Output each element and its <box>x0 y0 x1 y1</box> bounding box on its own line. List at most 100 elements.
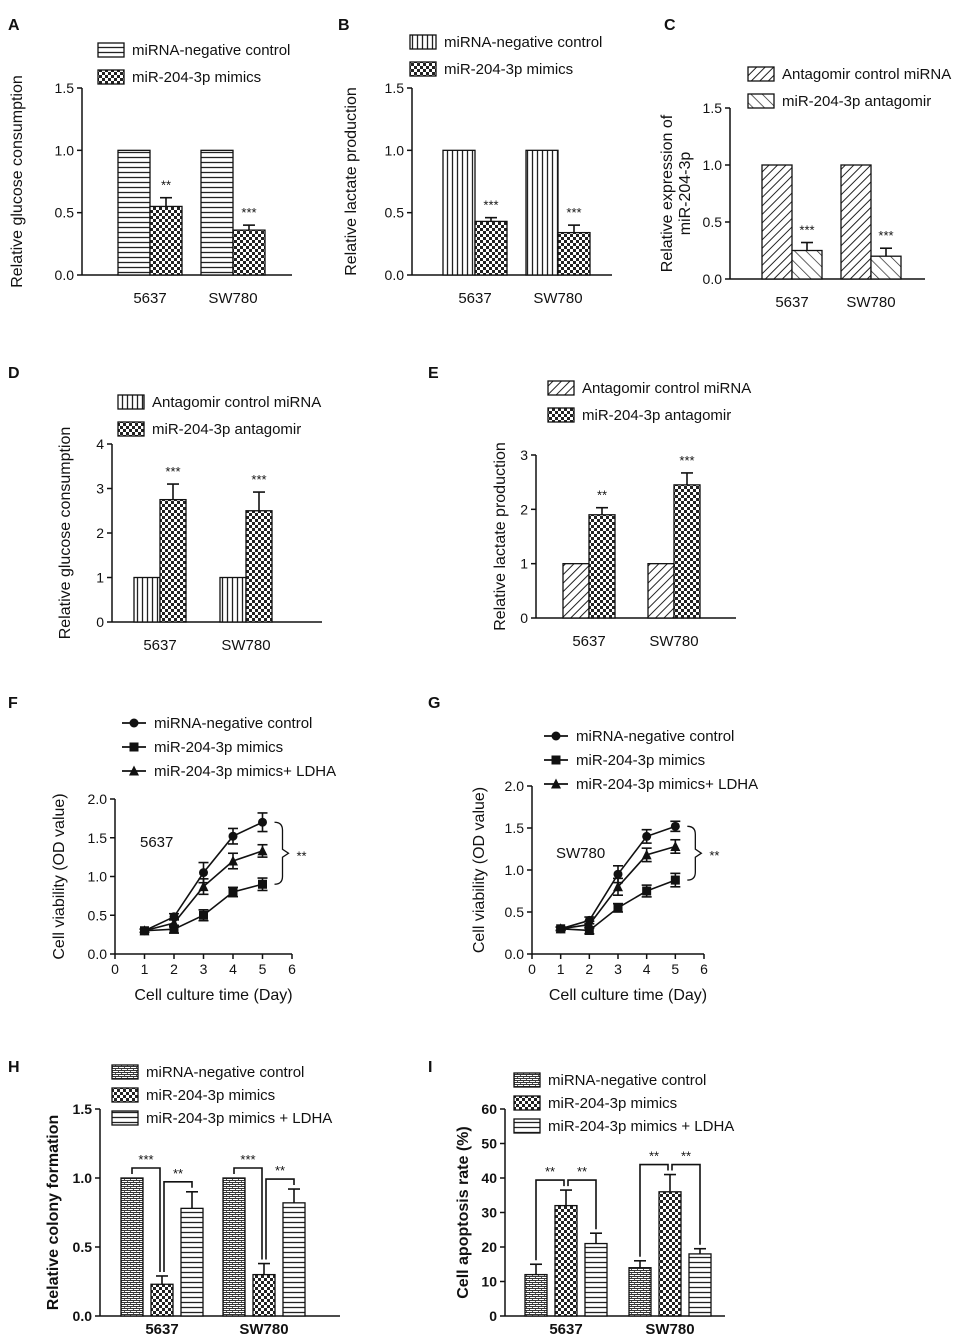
y-axis-label: Relative lactate production <box>492 442 509 631</box>
significance-bracket <box>687 825 703 881</box>
chart-panel-F: F 0.0 0.5 1.0 1.5 2.0 0 1 2 3 4 5 6 Cell culture time… <box>8 695 336 1004</box>
significance-bracket <box>265 1178 295 1260</box>
significance-bracket <box>274 821 290 885</box>
bar-E-1-0 <box>588 514 616 619</box>
legend-entry: miR-204-3p mimics <box>97 69 261 86</box>
data-point <box>584 919 595 930</box>
y-tick-label: 60 <box>481 1101 497 1117</box>
panel-label: E <box>428 365 439 382</box>
bar-H-2-0 <box>180 1207 204 1317</box>
chart-panel-B: B 0.0 0.5 1.0 1.5 Relative lactate production… <box>338 17 612 307</box>
y-tick-label: 1.5 <box>55 80 75 96</box>
category-label: 5637 <box>458 290 491 307</box>
significance-label: *** <box>799 223 814 238</box>
legend-label: miRNA-negative control <box>548 1072 706 1089</box>
x-tick-label: 0 <box>111 961 119 977</box>
significance-bracket <box>671 1163 701 1245</box>
y-tick-label: 1.0 <box>385 142 405 158</box>
y-tick-label: 1 <box>96 570 104 586</box>
y-axis-label: Relative glucose consumption <box>9 75 26 288</box>
y-tick-label: 1.0 <box>55 142 75 158</box>
bar-D-1-0 <box>159 498 187 623</box>
category-label: 5637 <box>143 637 176 654</box>
chart-panel-H: H 0.0 0.5 1.0 1.5 Relative colony formation 56… <box>8 1059 340 1338</box>
chart-panel-G: G 0.0 0.5 1.0 1.5 2.0 0 1 2 3 4 5 6 Cell culture time… <box>428 695 758 1004</box>
significance-bracket <box>535 1179 565 1261</box>
significance-label: ** <box>709 848 719 863</box>
category-label: SW780 <box>649 633 698 650</box>
y-tick-label: 0.0 <box>88 946 108 962</box>
legend-entry: miR-204-3p mimics+ LDHA <box>544 776 758 793</box>
panel-label: C <box>664 17 676 34</box>
y-tick-label: 4 <box>96 436 104 452</box>
significance-label: *** <box>251 472 266 487</box>
legend-label: Antagomir control miRNA <box>152 394 321 411</box>
panel-label: D <box>8 365 20 382</box>
x-tick-label: 0 <box>528 961 536 977</box>
x-tick-label: 1 <box>141 961 149 977</box>
y-tick-label: 0.5 <box>505 904 525 920</box>
bar-D-1-1 <box>245 510 273 623</box>
legend-entry: miRNA-negative control <box>111 1064 304 1081</box>
significance-label: ** <box>681 1149 691 1164</box>
category-label: SW780 <box>645 1321 694 1338</box>
chart-panel-E: E 0 1 2 3 Relative lactate production ** 5637 **… <box>428 365 751 650</box>
x-tick-label: 5 <box>259 961 267 977</box>
significance-label: *** <box>878 228 893 243</box>
data-point <box>169 917 179 928</box>
bar-B-0-0 <box>442 149 476 276</box>
significance-label: *** <box>566 205 581 220</box>
cell-line-label: SW780 <box>556 845 605 862</box>
significance-label: ** <box>297 848 307 863</box>
legend-label: miR-204-3p mimics <box>132 69 261 86</box>
panel-label: G <box>428 695 440 712</box>
y-axis-label: Cell viability (OD value) <box>51 793 68 959</box>
bar-C-0-1 <box>840 164 872 280</box>
legend-entry: Antagomir control miRNA <box>117 394 321 411</box>
panel-label: H <box>8 1059 20 1076</box>
y-tick-label: 2.0 <box>88 791 108 807</box>
panel-label: I <box>428 1059 432 1076</box>
y-tick-label: 1 <box>520 556 528 572</box>
data-point <box>258 817 267 827</box>
legend-entry: miRNA-negative control <box>513 1072 706 1089</box>
bar-H-1-1 <box>252 1273 276 1317</box>
data-point <box>555 923 566 934</box>
x-tick-label: 5 <box>671 961 679 977</box>
data-point <box>670 821 680 831</box>
data-point <box>613 881 623 892</box>
significance-label: ** <box>173 1166 183 1181</box>
data-point <box>613 869 623 879</box>
legend-entry: miR-204-3p antagomir <box>747 93 931 110</box>
category-label: 5637 <box>572 633 605 650</box>
legend-entry: miR-204-3p mimics <box>513 1095 677 1112</box>
legend-label: miR-204-3p mimics <box>548 1095 677 1112</box>
bar-C-1-0 <box>791 249 823 280</box>
y-tick-label: 1.0 <box>73 1170 93 1186</box>
significance-bracket <box>567 1179 597 1230</box>
bar-B-1-1 <box>557 231 591 276</box>
legend-label: miR-204-3p mimics <box>444 61 573 78</box>
legend-entry: miRNA-negative control <box>409 34 602 51</box>
bar-I-1-1 <box>658 1191 682 1317</box>
y-tick-label: 0 <box>489 1308 497 1324</box>
y-tick-label: 1.0 <box>505 862 525 878</box>
bar-E-1-1 <box>673 484 701 619</box>
bar-I-1-0 <box>554 1204 578 1317</box>
significance-label: *** <box>165 464 180 479</box>
x-tick-label: 4 <box>643 961 651 977</box>
y-tick-label: 1.5 <box>385 80 405 96</box>
cell-line-label: 5637 <box>140 834 173 851</box>
legend-label: miR-204-3p antagomir <box>152 421 301 438</box>
data-point <box>169 924 179 934</box>
y-axis-label: Relative colony formation <box>45 1115 62 1311</box>
bar-I-2-0 <box>584 1242 608 1317</box>
significance-label: ** <box>649 1149 659 1164</box>
significance-label: ** <box>275 1163 285 1178</box>
y-tick-label: 3 <box>96 481 104 497</box>
significance-label: ** <box>545 1164 555 1179</box>
bar-E-0-0 <box>562 563 590 619</box>
legend-entry: miR-204-3p mimics <box>409 61 573 78</box>
legend-entry: miRNA-negative control <box>544 728 734 745</box>
y-tick-label: 0.5 <box>55 205 75 221</box>
